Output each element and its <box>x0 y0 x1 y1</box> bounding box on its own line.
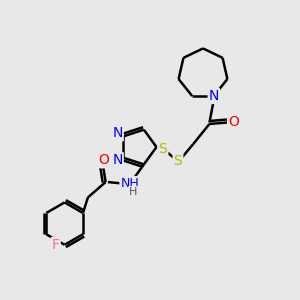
Text: NH: NH <box>120 177 139 190</box>
Text: H: H <box>129 187 137 197</box>
Text: O: O <box>98 153 109 167</box>
Text: O: O <box>228 116 239 130</box>
Text: N: N <box>112 126 123 140</box>
Text: N: N <box>209 89 219 103</box>
Text: S: S <box>159 142 167 155</box>
Text: F: F <box>52 238 60 252</box>
Text: N: N <box>112 153 123 167</box>
Text: S: S <box>174 154 182 168</box>
